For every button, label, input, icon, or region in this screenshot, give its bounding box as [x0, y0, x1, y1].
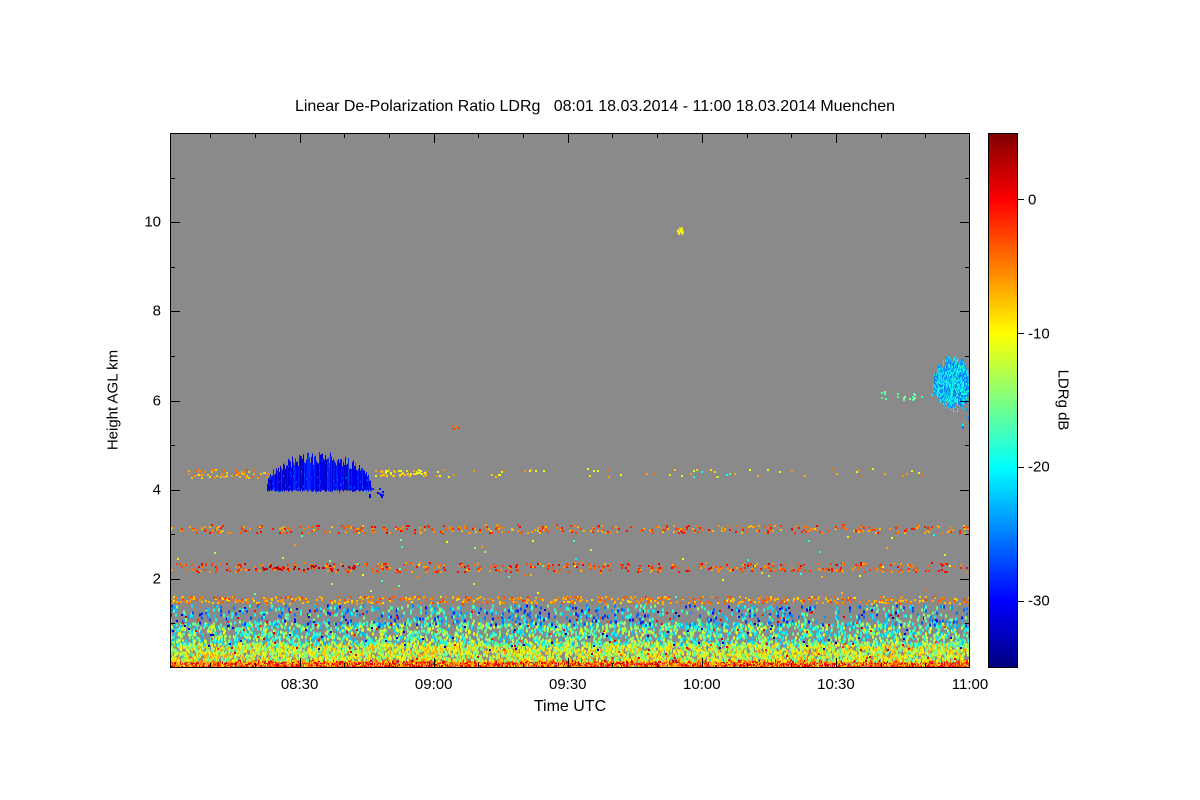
x-tick-label: 11:00: [951, 676, 989, 693]
colorbar-tick-mark: [1018, 466, 1024, 468]
colorbar-tick-label: -30: [1028, 592, 1050, 610]
y-tick-label: 10: [144, 213, 161, 231]
colorbar-tick-mark: [1018, 600, 1024, 602]
colorbar-tick-mark: [1018, 199, 1024, 201]
x-tick-label: 09:30: [548, 676, 587, 693]
y-tick-label: 4: [152, 481, 161, 499]
y-axis-title: Height AGL km: [104, 349, 122, 451]
colorbar-tick-mark: [1018, 333, 1024, 335]
x-tick-label: 08:30: [280, 676, 319, 693]
x-tick-label: 10:30: [817, 676, 855, 693]
y-tick-label: 8: [152, 302, 161, 320]
colorbar-canvas: [988, 133, 1018, 668]
y-tick-label: 2: [152, 570, 161, 588]
plot-title: Linear De-Polarization Ratio LDRg 08:01 …: [294, 98, 896, 115]
colorbar-tick-label: 0: [1028, 191, 1037, 209]
colorbar-tick-label: -20: [1028, 458, 1050, 476]
y-tick-label: 6: [152, 392, 161, 409]
colorbar-title: LDRg dB: [1054, 369, 1072, 431]
x-tick-label: 09:00: [414, 676, 453, 693]
colorbar-tick-label: -10: [1028, 325, 1050, 343]
x-tick-label: 10:00: [683, 676, 721, 693]
heatmap-canvas: [170, 133, 970, 668]
x-axis-title: Time UTC: [533, 698, 607, 715]
